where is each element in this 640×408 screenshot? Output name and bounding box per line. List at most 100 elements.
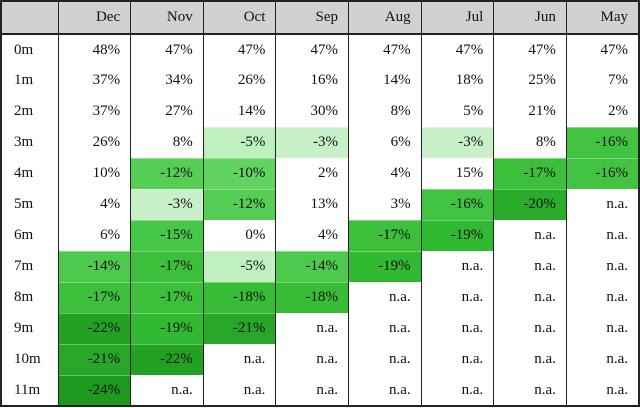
value-cell: 10%: [57, 158, 131, 189]
value-cell: 2%: [275, 158, 349, 189]
value-cell: -22%: [130, 344, 204, 375]
value-cell: 30%: [275, 96, 349, 127]
table-row-11m: 11m -24% n.a. n.a. n.a. n.a. n.a. n.a. n.a.: [1, 375, 639, 406]
value-cell: -21%: [202, 313, 276, 344]
value-cell: 13%: [275, 189, 349, 220]
value-cell: -3%: [130, 189, 204, 220]
column-header-may: May: [565, 1, 639, 35]
table-row-8m: 8m -17% -17% -18% -18% n.a. n.a. n.a. n.a.: [1, 282, 639, 313]
table-row-1m: 1m 37% 34% 26% 16% 14% 18% 25% 7%: [1, 65, 639, 96]
value-cell: 14%: [202, 96, 276, 127]
row-label-5m: 5m: [1, 189, 58, 220]
table-row-6m: 6m 6% -15% 0% 4% -17% -19% n.a. n.a.: [1, 220, 639, 251]
value-cell: 47%: [202, 34, 276, 65]
value-cell: -17%: [57, 282, 131, 313]
value-cell: n.a.: [565, 282, 639, 313]
value-cell: n.a.: [493, 375, 567, 406]
corner-cell: [1, 1, 58, 35]
value-cell: -16%: [565, 158, 639, 189]
value-cell: 2%: [565, 96, 639, 127]
value-cell: 0%: [202, 220, 276, 251]
value-cell: 4%: [348, 158, 422, 189]
value-cell: 8%: [348, 96, 422, 127]
value-cell: n.a.: [202, 344, 276, 375]
value-cell: 21%: [493, 96, 567, 127]
value-cell: -20%: [493, 189, 567, 220]
row-label-6m: 6m: [1, 220, 58, 251]
value-cell: 47%: [420, 34, 494, 65]
value-cell: 26%: [202, 65, 276, 96]
value-cell: -12%: [202, 189, 276, 220]
value-cell: -5%: [202, 251, 276, 282]
value-cell: n.a.: [420, 375, 494, 406]
value-cell: 4%: [57, 189, 131, 220]
table-row-3m: 3m 26% 8% -5% -3% 6% -3% 8% -16%: [1, 127, 639, 158]
value-cell: -14%: [57, 251, 131, 282]
value-cell: -10%: [202, 158, 276, 189]
column-header-jun: Jun: [493, 1, 567, 35]
value-cell: 18%: [420, 65, 494, 96]
value-cell: -19%: [130, 313, 204, 344]
row-label-10m: 10m: [1, 344, 58, 375]
value-cell: -18%: [275, 282, 349, 313]
value-cell: -17%: [130, 282, 204, 313]
value-cell: -3%: [420, 127, 494, 158]
value-cell: 16%: [275, 65, 349, 96]
row-label-9m: 9m: [1, 313, 58, 344]
value-cell: -15%: [130, 220, 204, 251]
value-cell: -17%: [493, 158, 567, 189]
column-header-nov: Nov: [130, 1, 204, 35]
value-cell: -18%: [202, 282, 276, 313]
row-label-11m: 11m: [1, 375, 58, 406]
value-cell: 6%: [348, 127, 422, 158]
value-cell: n.a.: [348, 375, 422, 406]
row-label-0m: 0m: [1, 34, 58, 65]
column-header-oct: Oct: [202, 1, 276, 35]
table-body: 0m 48% 47% 47% 47% 47% 47% 47% 47% 1m 37% 34% 26% 16%…: [1, 34, 639, 406]
value-cell: 34%: [130, 65, 204, 96]
column-header-aug: Aug: [348, 1, 422, 35]
value-cell: 47%: [130, 34, 204, 65]
value-cell: n.a.: [420, 344, 494, 375]
value-cell: -19%: [348, 251, 422, 282]
value-cell: 15%: [420, 158, 494, 189]
value-cell: n.a.: [493, 313, 567, 344]
value-cell: n.a.: [493, 282, 567, 313]
value-cell: n.a.: [493, 344, 567, 375]
row-label-8m: 8m: [1, 282, 58, 313]
value-cell: 37%: [57, 96, 131, 127]
value-cell: n.a.: [348, 313, 422, 344]
value-cell: -17%: [130, 251, 204, 282]
value-cell: 8%: [130, 127, 204, 158]
row-label-1m: 1m: [1, 65, 58, 96]
value-cell: n.a.: [420, 251, 494, 282]
value-cell: n.a.: [493, 251, 567, 282]
value-cell: 27%: [130, 96, 204, 127]
value-cell: n.a.: [565, 220, 639, 251]
value-cell: n.a.: [202, 375, 276, 406]
value-cell: -16%: [420, 189, 494, 220]
value-cell: n.a.: [275, 313, 349, 344]
value-cell: n.a.: [420, 313, 494, 344]
row-label-3m: 3m: [1, 127, 58, 158]
table-row-7m: 7m -14% -17% -5% -14% -19% n.a. n.a. n.a.: [1, 251, 639, 282]
value-cell: 48%: [57, 34, 131, 65]
value-cell: n.a.: [275, 375, 349, 406]
table-row-5m: 5m 4% -3% -12% 13% 3% -16% -20% n.a.: [1, 189, 639, 220]
value-cell: 7%: [565, 65, 639, 96]
value-cell: 25%: [493, 65, 567, 96]
value-cell: n.a.: [565, 375, 639, 406]
value-cell: -19%: [420, 220, 494, 251]
table-row-9m: 9m -22% -19% -21% n.a. n.a. n.a. n.a. n.a.: [1, 313, 639, 344]
value-cell: -21%: [57, 344, 131, 375]
value-cell: n.a.: [130, 375, 204, 406]
value-cell: n.a.: [565, 189, 639, 220]
header-row: Dec Nov Oct Sep Aug Jul Jun May: [1, 1, 639, 35]
value-cell: n.a.: [565, 344, 639, 375]
value-cell: 26%: [57, 127, 131, 158]
value-cell: 8%: [493, 127, 567, 158]
table-row-2m: 2m 37% 27% 14% 30% 8% 5% 21% 2%: [1, 96, 639, 127]
row-label-7m: 7m: [1, 251, 58, 282]
